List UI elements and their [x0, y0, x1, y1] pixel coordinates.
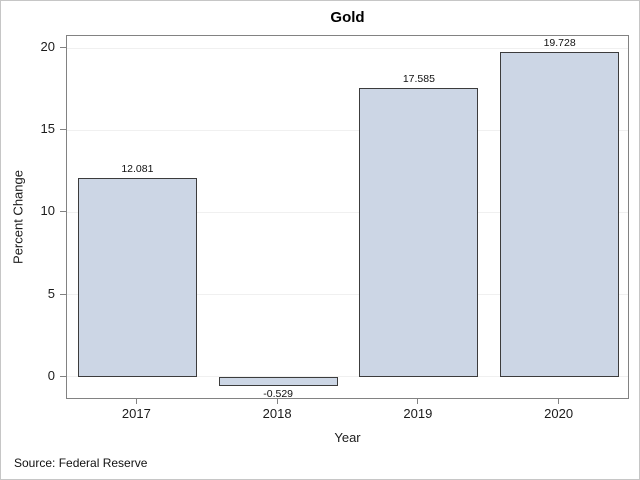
- y-tick-label-5: 5: [47, 285, 55, 301]
- y-tick-label-0: 0: [47, 367, 55, 383]
- x-axis-title: Year: [334, 430, 361, 445]
- chart-title: Gold: [330, 9, 365, 26]
- value-label-2017: 12.081: [121, 163, 154, 176]
- gridline-5: [67, 294, 628, 296]
- bar-2019: [359, 87, 479, 377]
- bar-2018: [218, 376, 338, 386]
- source-note: Source: Federal Reserve: [14, 456, 148, 470]
- x-tick-label-2019: 2019: [403, 406, 433, 421]
- y-tick-label-10: 10: [40, 203, 55, 219]
- x-tick-label-2020: 2020: [544, 406, 574, 421]
- value-label-2020: 19.728: [543, 37, 576, 50]
- x-axis-tick-2017: [135, 399, 137, 404]
- x-axis-tick-2019: [417, 399, 419, 404]
- y-axis-tick-20: [60, 47, 66, 48]
- y-axis-tick-15: [60, 129, 66, 131]
- gridline-0: [67, 376, 628, 378]
- gridline-20: [67, 47, 628, 49]
- x-axis-tick-2018: [276, 399, 278, 404]
- y-tick-label-20: 20: [40, 39, 55, 54]
- plot-area: 12.081 -0.529 17.585 19.728: [66, 35, 629, 400]
- gridline-10: [67, 211, 628, 213]
- x-axis-tick-2020: [558, 399, 560, 404]
- bar-2017: [77, 178, 197, 377]
- value-label-2019: 17.585: [402, 72, 435, 85]
- y-axis-tick-5: [60, 293, 66, 295]
- y-axis-tick-10: [60, 211, 66, 213]
- bar-2020: [500, 52, 620, 377]
- x-tick-label-2018: 2018: [262, 406, 292, 421]
- gridline-15: [67, 129, 628, 131]
- y-axis-tick-0: [60, 375, 66, 377]
- value-label-2018: -0.529: [263, 387, 294, 400]
- y-tick-label-15: 15: [40, 121, 55, 137]
- x-tick-label-2017: 2017: [121, 406, 151, 421]
